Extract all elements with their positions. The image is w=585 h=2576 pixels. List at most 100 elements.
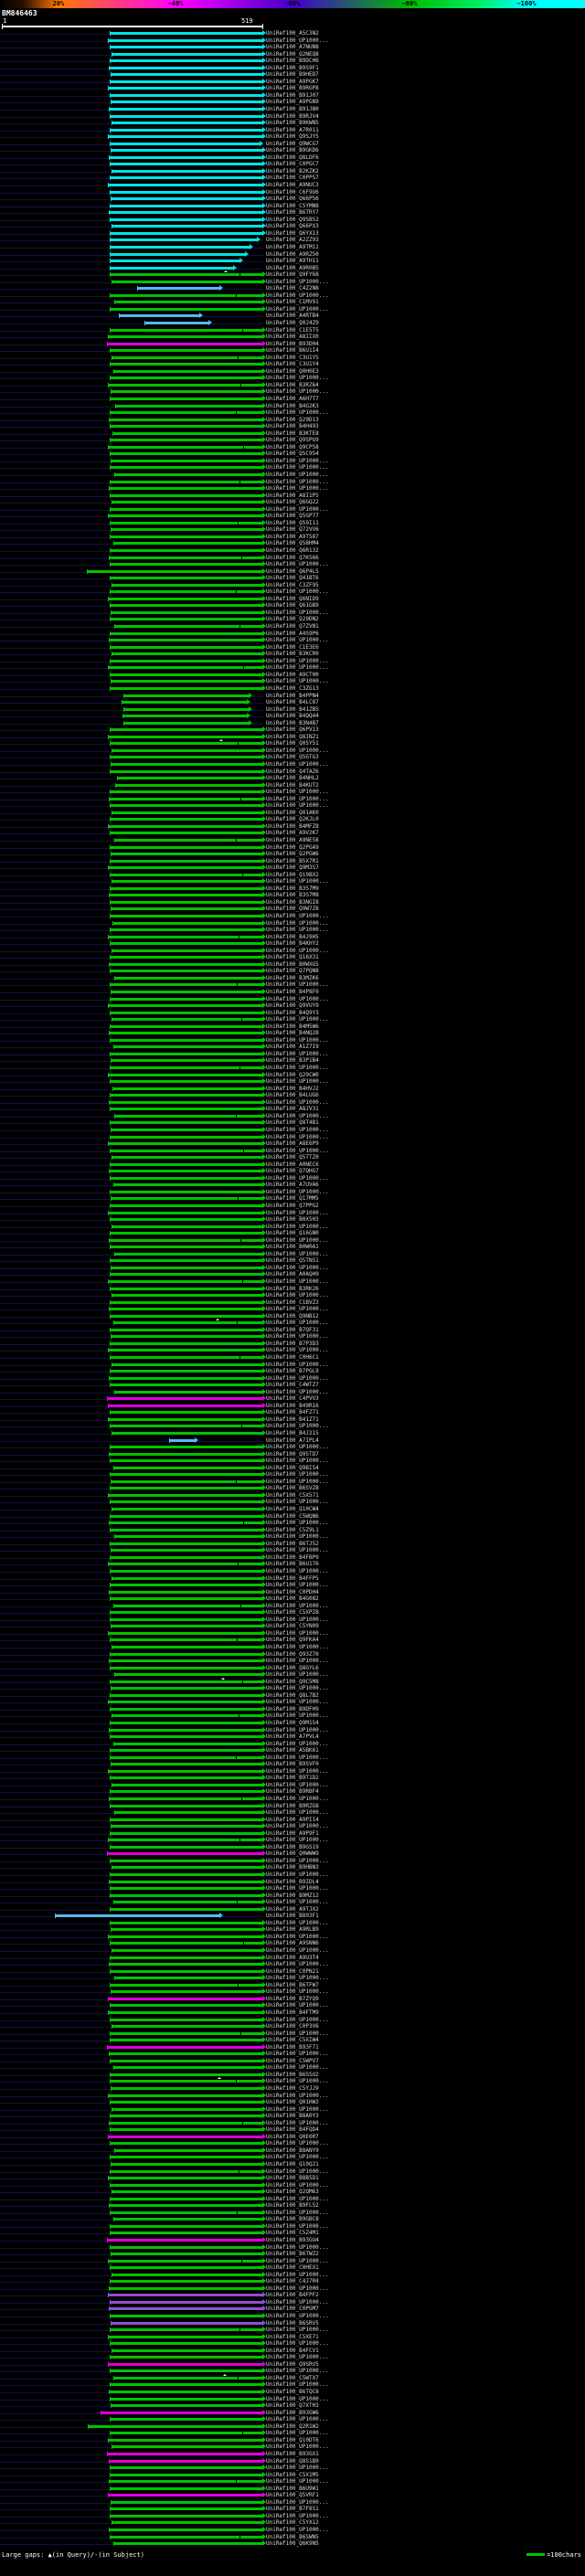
hit-label[interactable]: UniRef100_UP1000... [266, 2526, 329, 2533]
hit-bar[interactable] [110, 2037, 266, 2043]
hit-bar[interactable] [112, 947, 266, 953]
hit-label[interactable]: UniRef100_UP1000... [266, 2105, 329, 2113]
hit-label[interactable]: UniRef100_Q7QHG7 [266, 1168, 319, 1175]
hit-label[interactable]: UniRef100_UP1000... [266, 472, 329, 478]
hit-label[interactable]: UniRef100_UP1000... [266, 2368, 329, 2375]
hit-bar[interactable] [123, 719, 252, 726]
hit-label[interactable]: UniRef100_B9GBC8 [266, 2216, 319, 2223]
hit-label[interactable]: UniRef100_Q7ZVN1 [266, 623, 319, 631]
hit-label[interactable]: UniRef100_B93GW6 [266, 2409, 319, 2416]
hit-bar[interactable] [111, 2402, 266, 2409]
hit-bar[interactable] [108, 1002, 266, 1009]
hit-label[interactable]: UniRef100_A2ZZ93 [266, 237, 319, 244]
hit-label[interactable]: UniRef100_Q10DT6 [266, 2436, 319, 2443]
hit-label[interactable]: UniRef100_Q0J4Z9 [266, 319, 319, 326]
hit-label[interactable]: UniRef100_B93DH4 [266, 340, 319, 347]
hit-bar[interactable] [110, 305, 266, 312]
hit-bar[interactable] [110, 995, 266, 1002]
hit-label[interactable]: UniRef100_Q01HW3 [266, 2099, 319, 2106]
hit-label[interactable]: UniRef100_B4M5W6 [266, 1023, 319, 1030]
hit-label[interactable]: UniRef100_UP1000... [266, 1823, 329, 1830]
hit-bar[interactable] [110, 2243, 266, 2250]
hit-label[interactable]: UniRef100_A9TM11 [266, 243, 319, 250]
hit-bar[interactable] [109, 795, 266, 801]
hit-label[interactable]: UniRef100_A9NE58 [266, 836, 319, 843]
hit-bar[interactable] [110, 1458, 266, 1464]
hit-bar[interactable] [110, 326, 266, 333]
hit-label[interactable]: UniRef100_UP1000... [266, 789, 329, 796]
hit-label[interactable]: UniRef100_B3NGI8 [266, 898, 319, 906]
hit-bar[interactable] [110, 1567, 266, 1574]
hit-label[interactable]: UniRef100_A9V2K7 [266, 830, 319, 837]
hit-label[interactable]: UniRef100_Q9SRV5 [266, 2360, 319, 2368]
hit-label[interactable]: UniRef100_UP1000... [266, 1250, 329, 1257]
hit-bar[interactable] [110, 1919, 266, 1925]
hit-label[interactable]: UniRef100_UP1000... [266, 2271, 329, 2278]
hit-bar[interactable] [110, 843, 266, 850]
hit-bar[interactable] [112, 429, 266, 436]
hit-label[interactable]: UniRef100_Q8LDF6 [266, 154, 319, 161]
hit-bar[interactable] [111, 1547, 266, 1553]
hit-bar[interactable] [88, 2422, 266, 2429]
hit-label[interactable]: UniRef100_UP1000... [266, 1065, 329, 1072]
hit-bar[interactable] [110, 1499, 266, 1505]
hit-label[interactable]: UniRef100_C4Z2N8 [266, 285, 319, 292]
hit-bar[interactable] [110, 270, 266, 278]
hit-bar[interactable] [109, 416, 266, 422]
hit-bar[interactable] [110, 726, 266, 733]
hit-label[interactable]: UniRef100_B3N4B7 [266, 719, 319, 726]
hit-bar[interactable] [110, 2395, 266, 2401]
hit-bar[interactable] [110, 981, 266, 988]
hit-label[interactable]: UniRef100_B9DCH6 [266, 58, 319, 65]
hit-label[interactable]: UniRef100_Q2KJL0 [266, 816, 319, 823]
hit-bar[interactable] [110, 292, 266, 298]
hit-bar[interactable] [109, 960, 266, 967]
hit-label[interactable]: UniRef100_UP1000... [266, 802, 329, 810]
hit-label[interactable]: UniRef100_Q6NID9 [266, 595, 319, 602]
hit-bar[interactable] [108, 1402, 266, 1408]
hit-label[interactable]: UniRef100_C5XIW4 [266, 2037, 319, 2044]
hit-bar[interactable] [110, 1382, 266, 1388]
hit-label[interactable]: UniRef100_UP1000... [266, 2284, 329, 2292]
hit-bar[interactable] [108, 443, 266, 450]
hit-label[interactable]: UniRef100_A4S9P6 [266, 630, 319, 637]
hit-bar[interactable] [110, 2099, 266, 2105]
hit-label[interactable]: UniRef100_Q10Q21 [266, 2160, 319, 2168]
hit-label[interactable]: UniRef100_B4J215 [266, 1430, 319, 1437]
hit-bar[interactable] [111, 906, 266, 912]
hit-bar[interactable] [112, 499, 266, 505]
hit-label[interactable]: UniRef100_UP1000... [266, 1223, 329, 1230]
hit-bar[interactable] [110, 1299, 266, 1305]
hit-bar[interactable] [111, 1823, 266, 1829]
hit-label[interactable]: UniRef100_UP1000... [266, 1126, 329, 1133]
hit-label[interactable]: UniRef100_Q9WCG7 [266, 140, 319, 147]
hit-bar[interactable] [109, 1030, 266, 1036]
hit-bar[interactable] [110, 1954, 266, 1960]
hit-label[interactable]: UniRef100_B4LC87 [266, 699, 319, 706]
hit-label[interactable]: UniRef100_UP1000... [266, 1292, 329, 1299]
hit-bar[interactable] [109, 1726, 266, 1733]
hit-bar[interactable] [110, 464, 266, 471]
hit-bar[interactable] [114, 623, 266, 630]
hit-label[interactable]: UniRef100_B6TQC8 [266, 2389, 319, 2396]
hit-bar[interactable] [110, 1940, 266, 1946]
hit-bar[interactable] [110, 575, 266, 581]
hit-label[interactable]: UniRef100_UP1000... [266, 2512, 329, 2519]
hit-bar[interactable] [117, 775, 266, 781]
hit-label[interactable]: UniRef100_C1E5T5 [266, 326, 319, 334]
hit-label[interactable]: UniRef100_B2KZK2 [266, 167, 319, 175]
hit-bar[interactable] [110, 519, 266, 525]
hit-label[interactable]: UniRef100_B3S7M9 [266, 885, 319, 892]
hit-label[interactable]: UniRef100_A9PGK7 [266, 78, 319, 85]
hit-label[interactable]: UniRef100_Q6GQ22 [266, 499, 319, 506]
hit-bar[interactable] [110, 1444, 266, 1450]
hit-label[interactable]: UniRef100_A7NUN8 [266, 44, 319, 51]
hit-label[interactable]: UniRef100_Q9VUY9 [266, 1002, 319, 1010]
hit-label[interactable]: UniRef100_UP1000... [266, 657, 329, 664]
hit-bar[interactable] [110, 250, 249, 257]
hit-bar[interactable] [110, 1423, 266, 1429]
hit-bar[interactable] [108, 864, 266, 871]
hit-bar[interactable] [111, 388, 266, 395]
hit-label[interactable]: UniRef100_B8A0Y3 [266, 2113, 319, 2120]
hit-label[interactable]: UniRef100_A1Z7I9 [266, 1044, 319, 1051]
